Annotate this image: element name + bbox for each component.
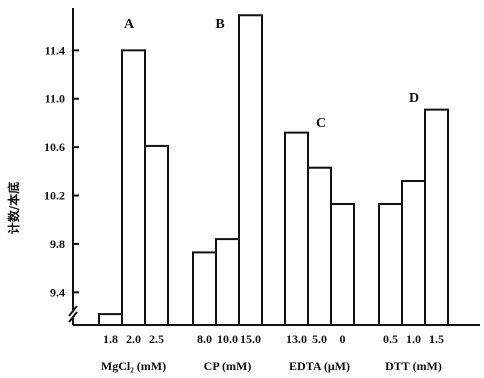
- x-category-label: 1.8: [103, 332, 118, 346]
- x-category-label: 1.5: [429, 332, 444, 346]
- y-tick-label: 10.2: [44, 189, 65, 203]
- labels: 9.4 9.8 10.2 10.6 11.0 11.4 计数/本底 1.8 2.0 2.5 A MgC…: [6, 17, 444, 373]
- bar: [284, 131, 309, 326]
- x-category-label: 8.0: [197, 332, 212, 346]
- group-letter: D: [409, 91, 419, 106]
- group-axis-label: CP (mM): [204, 359, 252, 373]
- bar: [238, 14, 263, 326]
- bar: [330, 203, 355, 326]
- x-category-label: 2.0: [126, 332, 141, 346]
- bar: [192, 251, 217, 327]
- bars: [98, 14, 449, 327]
- bar: [121, 49, 146, 327]
- bar: [307, 166, 332, 326]
- bar: [215, 238, 240, 326]
- x-category-label: 1.0: [406, 332, 421, 346]
- group-letter: C: [316, 116, 326, 131]
- bar: [144, 144, 169, 326]
- axis-break-mark: [68, 305, 78, 317]
- bar: [98, 313, 123, 326]
- x-category-label: 5.0: [312, 332, 327, 346]
- x-category-label: 0.5: [383, 332, 398, 346]
- y-tick-label: 10.6: [44, 140, 65, 154]
- y-tick-label: 9.8: [50, 237, 65, 251]
- x-category-label: 15.0: [240, 332, 261, 346]
- y-tick-label: 9.4: [50, 285, 65, 299]
- y-axis-label: 计数/本底: [6, 182, 21, 234]
- bar: [401, 180, 426, 326]
- bar: [424, 108, 449, 326]
- bar: [378, 203, 403, 326]
- group-axis-label: MgCl₂ (mM): [101, 359, 166, 373]
- axis-break-mark: [68, 311, 78, 323]
- group-letter: B: [215, 17, 224, 32]
- x-category-label: 0: [340, 332, 346, 346]
- y-tick-label: 11.4: [45, 43, 65, 57]
- x-category-label: 2.5: [149, 332, 164, 346]
- group-axis-label: EDTA (μM): [289, 359, 350, 373]
- x-category-label: 13.0: [286, 332, 307, 346]
- group-letter: A: [124, 17, 135, 32]
- group-axis-label: DTT (mM): [385, 359, 442, 373]
- x-category-label: 10.0: [217, 332, 238, 346]
- y-tick-label: 11.0: [45, 92, 65, 106]
